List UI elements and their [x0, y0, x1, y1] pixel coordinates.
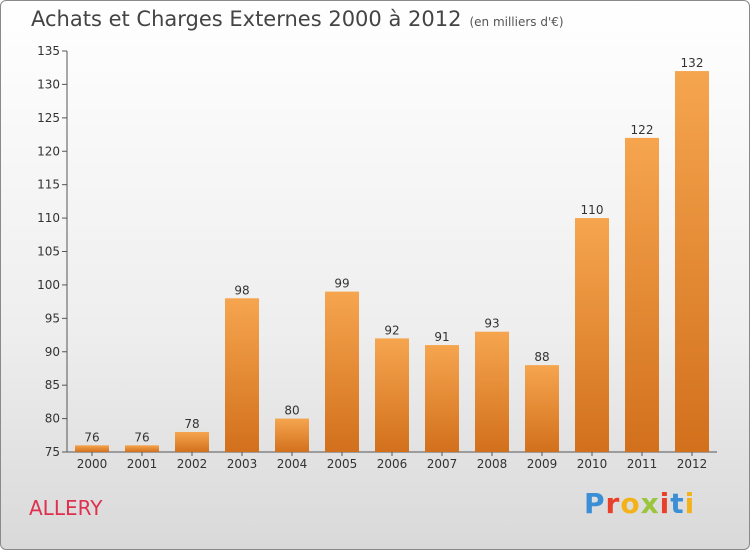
data-label: 91	[434, 330, 449, 344]
bar	[275, 418, 309, 452]
x-tick-label: 2007	[427, 457, 458, 471]
bar	[225, 298, 259, 452]
x-tick-label: 2001	[127, 457, 158, 471]
x-tick-label: 2004	[277, 457, 308, 471]
logo-letter: P	[584, 487, 606, 520]
chart-labels: 76 76 78 98 80 99 92 91 93 88 110 122 132	[84, 56, 703, 444]
data-label: 76	[84, 430, 99, 444]
y-tick-label: 95	[45, 311, 60, 325]
logo-letter: x	[640, 487, 660, 520]
x-tick-label: 2012	[677, 457, 708, 471]
y-tick-label: 125	[37, 111, 60, 125]
bar	[675, 71, 709, 453]
y-tick-label: 135	[37, 44, 60, 58]
y-tick-label: 115	[37, 178, 60, 192]
bar	[425, 345, 459, 452]
chart-subtitle: (en milliers d'€)	[469, 15, 564, 29]
data-label: 92	[384, 323, 399, 337]
logo-letter: i	[684, 487, 696, 520]
y-tick-label: 130	[37, 77, 60, 91]
y-tick-label: 110	[37, 211, 60, 225]
x-tick-label: 2003	[227, 457, 258, 471]
bar	[375, 338, 409, 452]
y-tick-label: 100	[37, 278, 60, 292]
chart-title: Achats et Charges Externes 2000 à 2012 (e…	[31, 7, 564, 31]
x-tick-label: 2010	[577, 457, 608, 471]
bar	[575, 218, 609, 452]
y-tick-label: 85	[45, 378, 60, 392]
x-tick-label: 2011	[627, 457, 658, 471]
y-tick-label: 120	[37, 144, 60, 158]
y-tick-label: 75	[45, 445, 60, 459]
chart-title-text: Achats et Charges Externes 2000 à 2012	[31, 7, 462, 31]
x-tick-label: 2009	[527, 457, 558, 471]
bar	[75, 445, 109, 452]
x-tick-label: 2002	[177, 457, 208, 471]
data-label: 88	[534, 350, 549, 364]
bar	[175, 431, 209, 452]
data-label: 76	[134, 430, 149, 444]
x-tick-label: 2008	[477, 457, 508, 471]
logo-letter: o	[620, 487, 641, 520]
bar	[525, 365, 559, 452]
place-name: ALLERY	[29, 496, 103, 520]
data-label: 78	[184, 417, 199, 431]
y-tick-label: 80	[45, 412, 60, 426]
y-tick-label: 90	[45, 345, 60, 359]
bar	[475, 331, 509, 452]
y-tick-label: 105	[37, 245, 60, 259]
bar	[625, 137, 659, 452]
logo-letter: i	[659, 487, 671, 520]
x-tick-label: 2005	[327, 457, 358, 471]
chart-bars	[75, 71, 709, 453]
data-label: 99	[334, 277, 349, 291]
data-label: 110	[581, 203, 604, 217]
chart-axes: 75 80 85 90 95 100 105 110 115 120 125 130 135 2000 20…	[37, 44, 717, 471]
data-label: 80	[284, 404, 299, 418]
x-tick-label: 2000	[77, 457, 108, 471]
bar	[125, 445, 159, 452]
bar	[325, 291, 359, 452]
x-tick-label: 2006	[377, 457, 408, 471]
data-label: 93	[484, 317, 499, 331]
logo-letter: r	[605, 487, 621, 520]
data-label: 132	[681, 56, 704, 70]
logo-letter: t	[670, 487, 685, 520]
data-label: 122	[631, 123, 654, 137]
proxiti-logo[interactable]: Proxiti	[584, 487, 695, 520]
data-label: 98	[234, 283, 249, 297]
